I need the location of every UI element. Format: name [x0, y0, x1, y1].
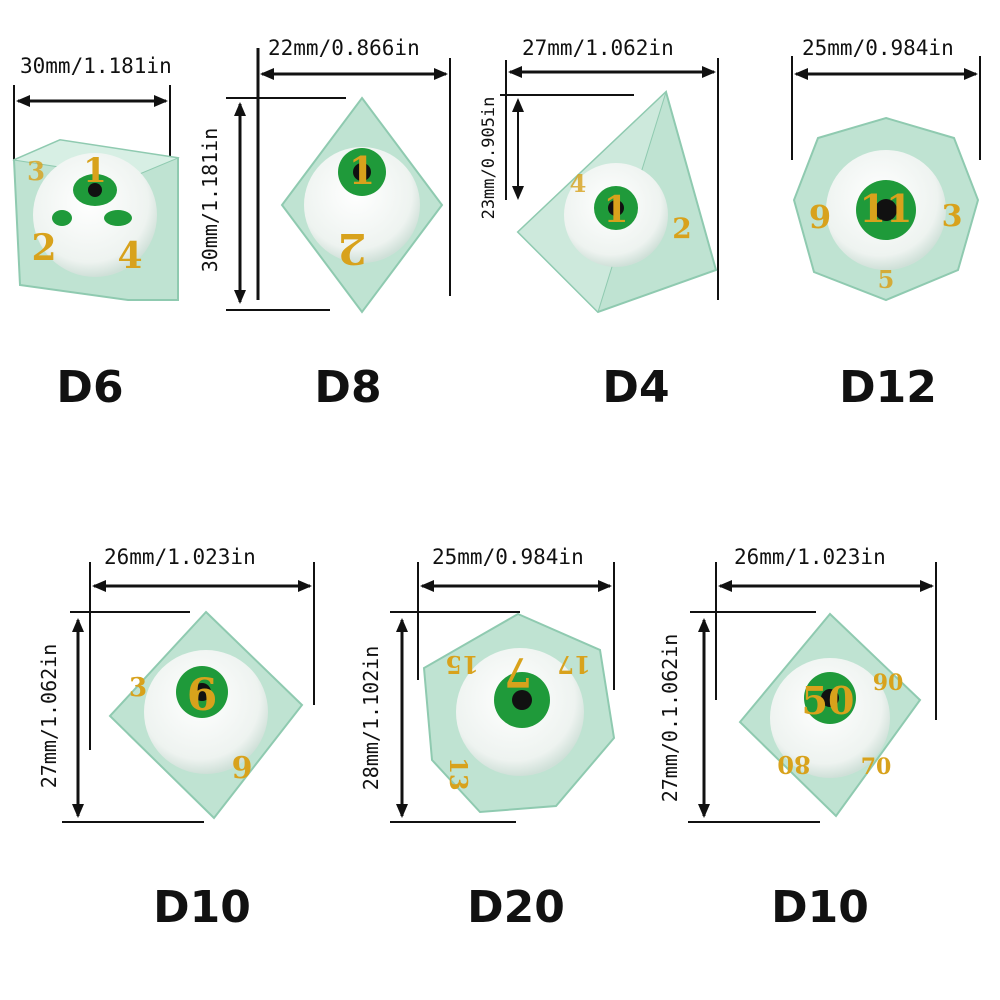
svg-text:5: 5: [878, 265, 895, 294]
d10-right-height-label: 27mm/0.1.062in: [658, 633, 682, 803]
svg-text:9: 9: [809, 198, 831, 236]
svg-text:3: 3: [27, 157, 45, 187]
svg-text:1: 1: [83, 151, 107, 191]
svg-text:2: 2: [672, 212, 691, 245]
svg-text:1: 1: [349, 148, 375, 193]
d20-die: 7 15 17 13: [390, 562, 616, 823]
svg-text:6: 6: [187, 670, 218, 721]
d4-label: D4: [602, 362, 670, 413]
svg-text:2: 2: [31, 227, 56, 269]
d10-die-left: 6 3 9: [62, 562, 315, 823]
svg-text:17: 17: [557, 650, 590, 679]
d12-label: D12: [839, 362, 937, 413]
d8-width-label: 22mm/0.866in: [268, 36, 420, 60]
d20-width-label: 25mm/0.984in: [432, 545, 584, 569]
svg-text:9: 9: [232, 751, 253, 786]
d10-right-width-label: 26mm/1.023in: [734, 545, 886, 569]
d10-left-width-label: 26mm/1.023in: [104, 545, 256, 569]
svg-text:1: 1: [603, 189, 628, 231]
d20-height-label: 28mm/1.102in: [359, 645, 383, 791]
d10-right-label: D10: [771, 882, 869, 933]
d6-label: D6: [56, 362, 124, 413]
d4-die: 1 2 4: [500, 58, 719, 314]
svg-text:15: 15: [445, 650, 478, 679]
d8-label: D8: [314, 362, 382, 413]
d6-die: 1 2 4 3: [12, 85, 180, 301]
svg-text:4: 4: [570, 169, 587, 198]
d12-width-label: 25mm/0.984in: [802, 36, 954, 60]
svg-text:4: 4: [117, 235, 142, 277]
d6-width-label: 30mm/1.181in: [20, 54, 172, 78]
d10-left-label: D10: [153, 882, 251, 933]
svg-text:7: 7: [504, 648, 532, 695]
svg-text:80: 80: [777, 750, 810, 779]
svg-text:13: 13: [444, 757, 473, 790]
svg-text:3: 3: [129, 673, 147, 703]
d20-label: D20: [467, 882, 565, 933]
d10-die-right: 50 80 90 70: [688, 562, 937, 823]
d12-die: 11 9 3 5: [791, 56, 981, 302]
svg-text:2: 2: [337, 224, 366, 273]
svg-text:90: 90: [873, 670, 904, 696]
svg-text:3: 3: [942, 199, 963, 234]
d4-width-label: 27mm/1.062in: [522, 36, 674, 60]
svg-text:50: 50: [802, 678, 855, 723]
d4-height-label: 23mm/0.905in: [479, 96, 499, 220]
svg-text:11: 11: [860, 186, 913, 231]
d8-die: 1 2: [226, 48, 451, 314]
svg-text:70: 70: [861, 754, 892, 780]
d10-left-height-label: 27mm/1.062in: [37, 643, 61, 789]
d8-height-label: 30mm/1.181in: [198, 127, 222, 273]
